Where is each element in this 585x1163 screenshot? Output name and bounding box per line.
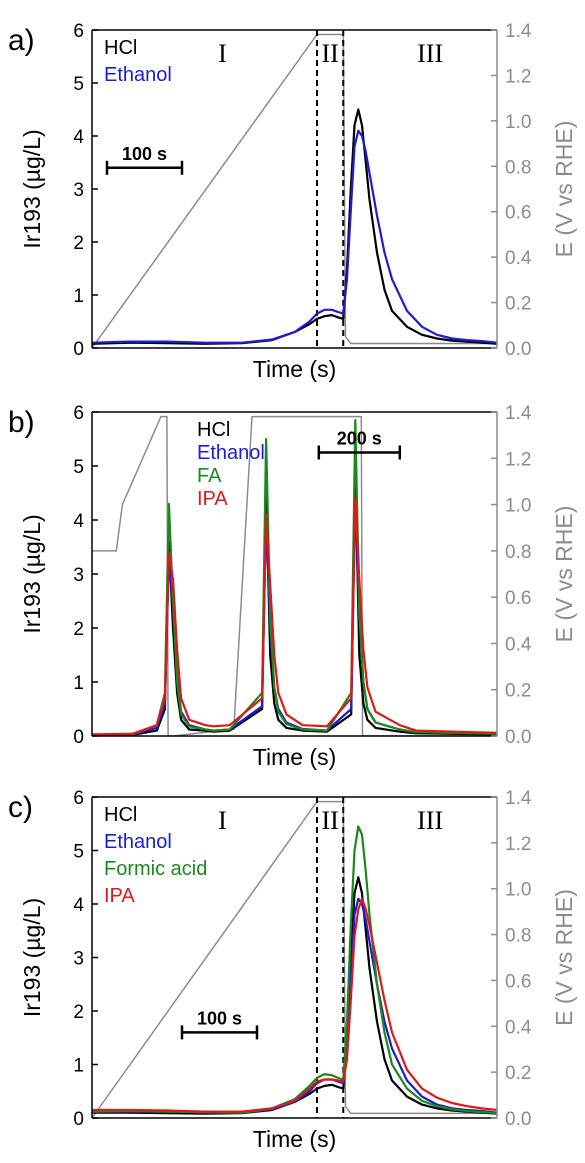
y2-tick-label: 1.0	[505, 880, 531, 901]
x-axis-label: Time (s)	[253, 744, 336, 770]
legend-entry-hcl: HCl	[104, 804, 137, 826]
y2-tick-label: 0.8	[505, 157, 531, 178]
scale-bar-label: 100 s	[197, 1008, 242, 1028]
region-label-III: III	[417, 39, 443, 68]
y-axis-label: Ir193 (µg/L)	[19, 898, 45, 1017]
panel-c: I II III01234560.00.20.40.60.81.01.21.4Tim…	[8, 788, 577, 1152]
x-axis-label: Time (s)	[253, 1126, 336, 1152]
y-tick-label: 2	[73, 619, 84, 640]
y-tick-label: 2	[73, 233, 84, 254]
legend-entry-ipa: IPA	[197, 488, 228, 510]
series-line-ipa	[92, 897, 497, 1113]
y-tick-label: 1	[73, 673, 84, 694]
legend-entry-hcl: HCl	[104, 37, 137, 59]
region-label-II: II	[321, 806, 338, 835]
y2-tick-label: 0.6	[505, 588, 531, 609]
y2-tick-label: 0.6	[505, 971, 531, 992]
y2-tick-label: 1.0	[505, 112, 531, 133]
y-tick-label: 5	[73, 842, 84, 863]
legend-entry-ethanol: Ethanol	[104, 831, 172, 853]
legend-entry-hcl: HCl	[197, 419, 230, 441]
y2-tick-label: 1.4	[505, 21, 532, 42]
y-tick-label: 5	[73, 74, 84, 95]
y2-tick-label: 0.0	[505, 339, 531, 360]
y2-tick-label: 0.8	[505, 926, 531, 947]
y-tick-label: 4	[73, 895, 84, 916]
y-tick-label: 3	[73, 180, 84, 201]
series-line-hcl	[92, 876, 497, 1115]
series-line-hcl	[92, 470, 497, 736]
y-tick-label: 5	[73, 457, 84, 478]
panel-b: 0 1 2 3 4 5 6 0.0 0.2 0.4 0.6 0.8 1.0 1.2 1.4 Time (s) I…	[8, 403, 577, 770]
y-tick-label: 3	[73, 949, 84, 970]
y2-tick-label: 0.4	[505, 248, 532, 269]
region-label-III: III	[417, 806, 443, 835]
y-axis-label: Ir193 (µg/L)	[19, 129, 45, 248]
legend-entry-ipa: IPA	[104, 885, 135, 907]
y2-tick-label: 0.4	[505, 634, 532, 655]
series-line-ipa	[92, 497, 497, 736]
y2-tick-label: 0.8	[505, 542, 531, 563]
y-tick-label: 1	[73, 286, 84, 307]
panel-label: c)	[8, 791, 33, 824]
y2-tick-label: 0.2	[505, 681, 531, 702]
y2-tick-label: 1.4	[505, 403, 532, 424]
y-tick-label: 6	[73, 21, 84, 42]
y-tick-label: 4	[73, 127, 84, 148]
y-tick-label: 2	[73, 1002, 84, 1023]
scale-bar-label: 200 s	[337, 429, 382, 449]
y2-tick-label: 0.2	[505, 1063, 531, 1084]
y2-axis-label: E (V vs RHE)	[551, 889, 577, 1026]
series-line-ethanol	[92, 897, 497, 1114]
series-line-ethanol	[92, 497, 497, 736]
y-tick-label: 4	[73, 511, 84, 532]
region-label-I: I	[218, 39, 227, 68]
panel-a: I II III01234560.00.20.40.60.81.01.21.4Tim…	[8, 21, 577, 382]
x-axis-label: Time (s)	[253, 356, 336, 382]
y-tick-label: 0	[73, 1109, 84, 1130]
y-tick-label: 3	[73, 565, 84, 586]
y2-tick-label: 1.2	[505, 449, 531, 470]
y-axis-label: Ir193 (µg/L)	[19, 514, 45, 633]
panel-label: a)	[8, 24, 35, 57]
y-tick-label: 6	[73, 403, 84, 424]
y2-tick-label: 1.2	[505, 66, 531, 87]
y2-tick-label: 1.2	[505, 834, 531, 855]
legend-entry-fa: FA	[197, 465, 222, 487]
y2-tick-label: 0.4	[505, 1017, 532, 1038]
y2-tick-label: 0.0	[505, 727, 531, 748]
legend-entry-fa: Formic acid	[104, 858, 207, 880]
legend-entry-ethanol: Ethanol	[104, 64, 172, 86]
series-line-ethanol	[92, 129, 497, 344]
y-tick-label: 1	[73, 1056, 84, 1077]
y2-tick-label: 0.6	[505, 203, 531, 224]
potential-trace	[92, 800, 497, 1118]
y-tick-label: 6	[73, 788, 84, 809]
panel-label: b)	[8, 406, 35, 439]
region-label-I: I	[218, 806, 227, 835]
series-line-fa	[92, 419, 497, 736]
legend-entry-ethanol: Ethanol	[197, 442, 265, 464]
y2-tick-label: 1.4	[505, 788, 532, 809]
y2-tick-label: 0.2	[505, 294, 531, 315]
y-tick-label: 0	[73, 727, 84, 748]
region-label-II: II	[321, 39, 338, 68]
y2-axis-label: E (V vs RHE)	[551, 121, 577, 258]
potential-trace	[92, 415, 497, 736]
y2-tick-label: 1.0	[505, 496, 531, 517]
scale-bar-label: 100 s	[122, 144, 167, 164]
y-tick-label: 0	[73, 339, 84, 360]
y2-tick-label: 0.0	[505, 1109, 531, 1130]
potential-trace	[92, 33, 497, 348]
y2-axis-label: E (V vs RHE)	[551, 506, 577, 643]
